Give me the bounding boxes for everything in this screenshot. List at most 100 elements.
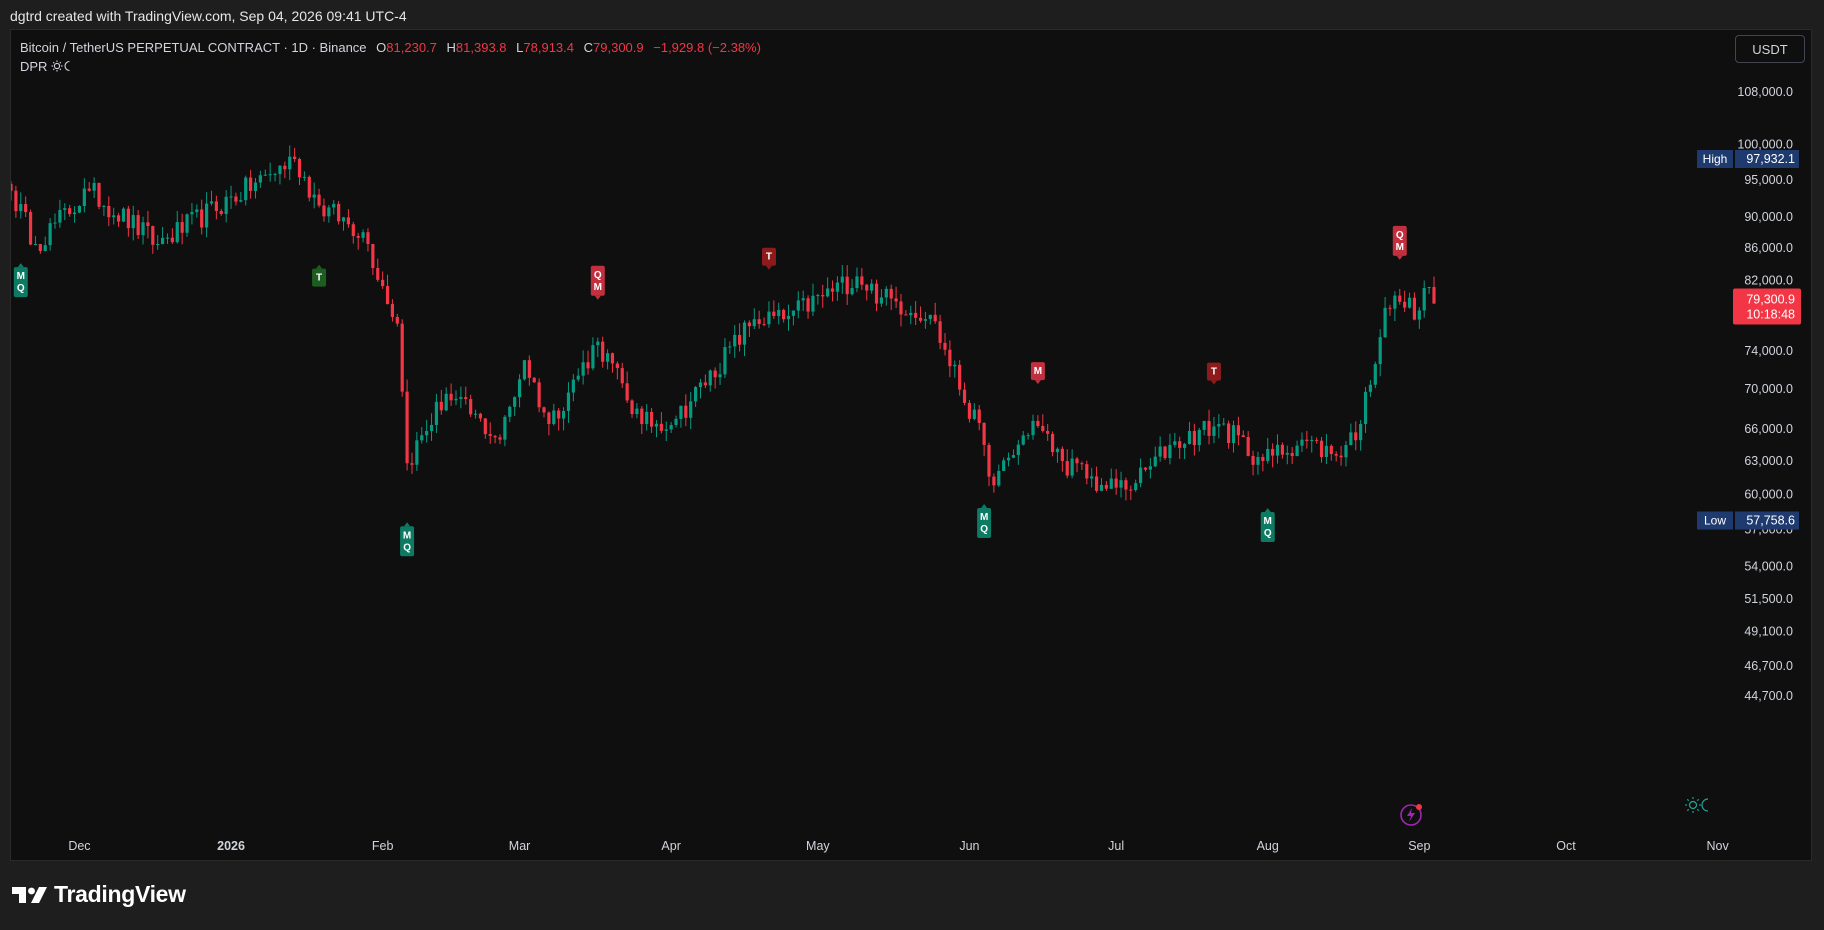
candle[interactable] <box>1143 467 1148 472</box>
candle[interactable] <box>483 418 487 439</box>
candle[interactable] <box>571 374 575 402</box>
signal-marker-m[interactable]: M <box>1030 362 1045 385</box>
candle[interactable] <box>1310 435 1314 453</box>
candle[interactable] <box>1158 436 1162 462</box>
candle[interactable] <box>591 337 595 371</box>
candle[interactable] <box>1119 471 1123 498</box>
candle[interactable] <box>454 390 458 406</box>
candle[interactable] <box>958 360 962 396</box>
candle[interactable] <box>1026 432 1030 440</box>
candle[interactable] <box>703 374 707 389</box>
candle[interactable] <box>713 367 717 389</box>
candle[interactable] <box>552 403 556 426</box>
candle[interactable] <box>131 205 135 241</box>
candle[interactable] <box>654 420 659 438</box>
candle[interactable] <box>620 362 624 388</box>
candle[interactable] <box>928 314 932 325</box>
candle[interactable] <box>1036 415 1040 429</box>
candle[interactable] <box>640 406 644 435</box>
candle[interactable] <box>180 213 184 245</box>
candle[interactable] <box>151 225 155 254</box>
candle[interactable] <box>816 293 820 305</box>
candle[interactable] <box>405 379 409 471</box>
candle[interactable] <box>449 383 453 406</box>
candle[interactable] <box>904 310 908 316</box>
candle[interactable] <box>723 338 727 378</box>
candle[interactable] <box>1080 461 1084 471</box>
candle[interactable] <box>229 185 233 209</box>
candle[interactable] <box>1129 485 1133 501</box>
candle[interactable] <box>733 325 737 358</box>
candle[interactable] <box>1104 480 1108 492</box>
candle[interactable] <box>351 221 355 244</box>
candle[interactable] <box>63 203 67 221</box>
candle[interactable] <box>97 182 101 210</box>
candle[interactable] <box>884 286 888 306</box>
candle[interactable] <box>459 386 463 409</box>
candle[interactable] <box>19 192 23 219</box>
candle[interactable] <box>488 422 492 444</box>
candle[interactable] <box>283 161 287 179</box>
candle[interactable] <box>635 403 639 419</box>
candle[interactable] <box>224 190 228 223</box>
candle[interactable] <box>767 301 771 328</box>
candle[interactable] <box>68 204 72 217</box>
candle[interactable] <box>669 421 673 433</box>
candle[interactable] <box>1187 421 1192 445</box>
candle[interactable] <box>77 205 82 214</box>
candle[interactable] <box>1002 457 1006 472</box>
candle[interactable] <box>1153 446 1157 468</box>
candle[interactable] <box>557 408 561 431</box>
candle[interactable] <box>870 279 874 294</box>
candle[interactable] <box>92 177 96 198</box>
candle[interactable] <box>72 206 77 223</box>
candle[interactable] <box>855 267 859 293</box>
candle[interactable] <box>11 180 13 201</box>
symbol-legend[interactable]: Bitcoin / TetherUS PERPETUAL CONTRACT · … <box>20 40 761 55</box>
candle[interactable] <box>689 392 693 430</box>
candle[interactable] <box>82 178 86 213</box>
candle[interactable] <box>28 209 33 246</box>
signal-marker-mq[interactable]: MQ <box>400 522 415 557</box>
candle[interactable] <box>840 264 844 294</box>
candle[interactable] <box>1109 468 1113 489</box>
candle[interactable] <box>1354 421 1358 451</box>
candle[interactable] <box>102 204 106 217</box>
candle[interactable] <box>972 403 976 421</box>
candle[interactable] <box>503 415 507 447</box>
candle[interactable] <box>24 196 28 217</box>
candle[interactable] <box>674 415 678 428</box>
candle[interactable] <box>977 405 981 431</box>
candle[interactable] <box>400 319 404 397</box>
candle[interactable] <box>1207 409 1211 445</box>
candle[interactable] <box>1266 437 1270 464</box>
candle[interactable] <box>205 192 209 238</box>
candle[interactable] <box>278 165 282 185</box>
candle[interactable] <box>1236 416 1240 446</box>
candle[interactable] <box>361 229 365 243</box>
candle[interactable] <box>498 434 502 445</box>
candle[interactable] <box>747 320 751 337</box>
candle[interactable] <box>811 283 815 316</box>
candle[interactable] <box>297 157 302 186</box>
candle[interactable] <box>738 323 742 352</box>
candle[interactable] <box>649 407 654 433</box>
candle[interactable] <box>1085 460 1089 485</box>
indicator-name[interactable]: DPR <box>20 59 48 74</box>
candle[interactable] <box>410 452 414 474</box>
candle[interactable] <box>596 337 600 358</box>
candle[interactable] <box>918 306 923 323</box>
candle[interactable] <box>1373 361 1377 389</box>
candle[interactable] <box>1075 456 1079 473</box>
candle[interactable] <box>1417 307 1421 329</box>
indicator-legend[interactable]: DPR <box>20 59 73 74</box>
signal-marker-mq[interactable]: MQ <box>1260 508 1275 543</box>
candle[interactable] <box>1398 288 1402 305</box>
candle[interactable] <box>439 389 443 415</box>
candle[interactable] <box>1148 457 1152 479</box>
candle[interactable] <box>1241 430 1245 438</box>
candle[interactable] <box>909 305 913 325</box>
tradingview-logo[interactable]: TradingView <box>12 881 186 908</box>
